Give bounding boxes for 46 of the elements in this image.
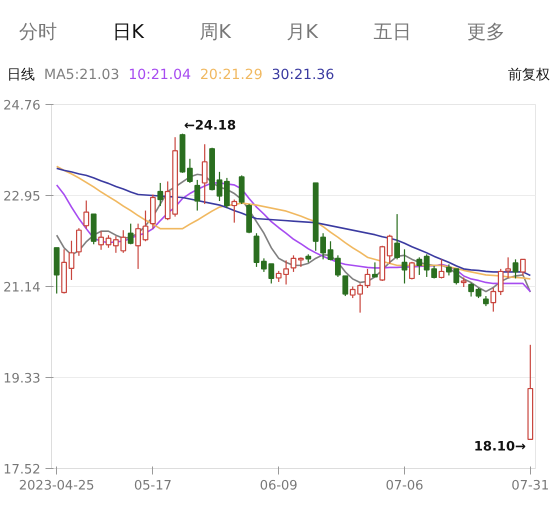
annotation: 18.10→ xyxy=(474,439,526,454)
y-tick-label: 24.76 xyxy=(3,98,40,114)
text: MA5:21.03 xyxy=(44,66,120,85)
candlestick xyxy=(128,223,134,245)
x-tick-label: 06-09 xyxy=(260,478,298,494)
candlestick xyxy=(394,214,400,260)
y-tick-label: 19.33 xyxy=(3,372,40,386)
y-tick-label: 21.14 xyxy=(3,280,40,296)
candlestick xyxy=(438,258,444,280)
text: 五日 xyxy=(373,20,412,45)
candlestick xyxy=(386,234,393,264)
candlestick xyxy=(490,287,496,312)
candlestick xyxy=(409,261,415,280)
x-tick-label: 07-31 xyxy=(511,478,550,494)
text: 30:21.36 xyxy=(272,66,334,85)
text: 周K xyxy=(200,20,231,45)
candlestick xyxy=(512,258,518,280)
text: 分时 xyxy=(19,20,57,45)
y-tick-label: 17.52 xyxy=(3,462,40,478)
candlestick xyxy=(342,275,348,297)
candlestick xyxy=(372,262,378,278)
candlestick xyxy=(498,268,504,296)
candlestick xyxy=(505,256,512,280)
candlestick xyxy=(157,182,164,207)
annotation: ←24.18 xyxy=(184,118,236,134)
y-tick-label: 22.95 xyxy=(3,190,40,204)
text: 日线 xyxy=(7,66,35,85)
x-tick-label: 2023-04-25 xyxy=(18,478,94,494)
candlestick xyxy=(460,276,467,288)
text: 日K xyxy=(112,20,144,45)
candlestick xyxy=(402,248,408,284)
candlestick xyxy=(194,179,200,212)
x-tick-label: 05-17 xyxy=(134,478,172,494)
candlestick xyxy=(76,228,82,256)
text: 月K xyxy=(286,20,318,45)
candlestick xyxy=(83,200,90,230)
candlestick xyxy=(483,295,489,307)
candlestick xyxy=(202,144,208,205)
text: 更多 xyxy=(466,20,505,45)
candlestick xyxy=(231,198,238,224)
text: 前复权 xyxy=(508,66,550,85)
x-tick-label: 07-06 xyxy=(386,478,424,494)
candlestick xyxy=(416,256,422,276)
candlestick xyxy=(520,258,526,276)
text: 10:21.04 xyxy=(128,66,191,85)
text: 20:21.29 xyxy=(200,66,263,85)
